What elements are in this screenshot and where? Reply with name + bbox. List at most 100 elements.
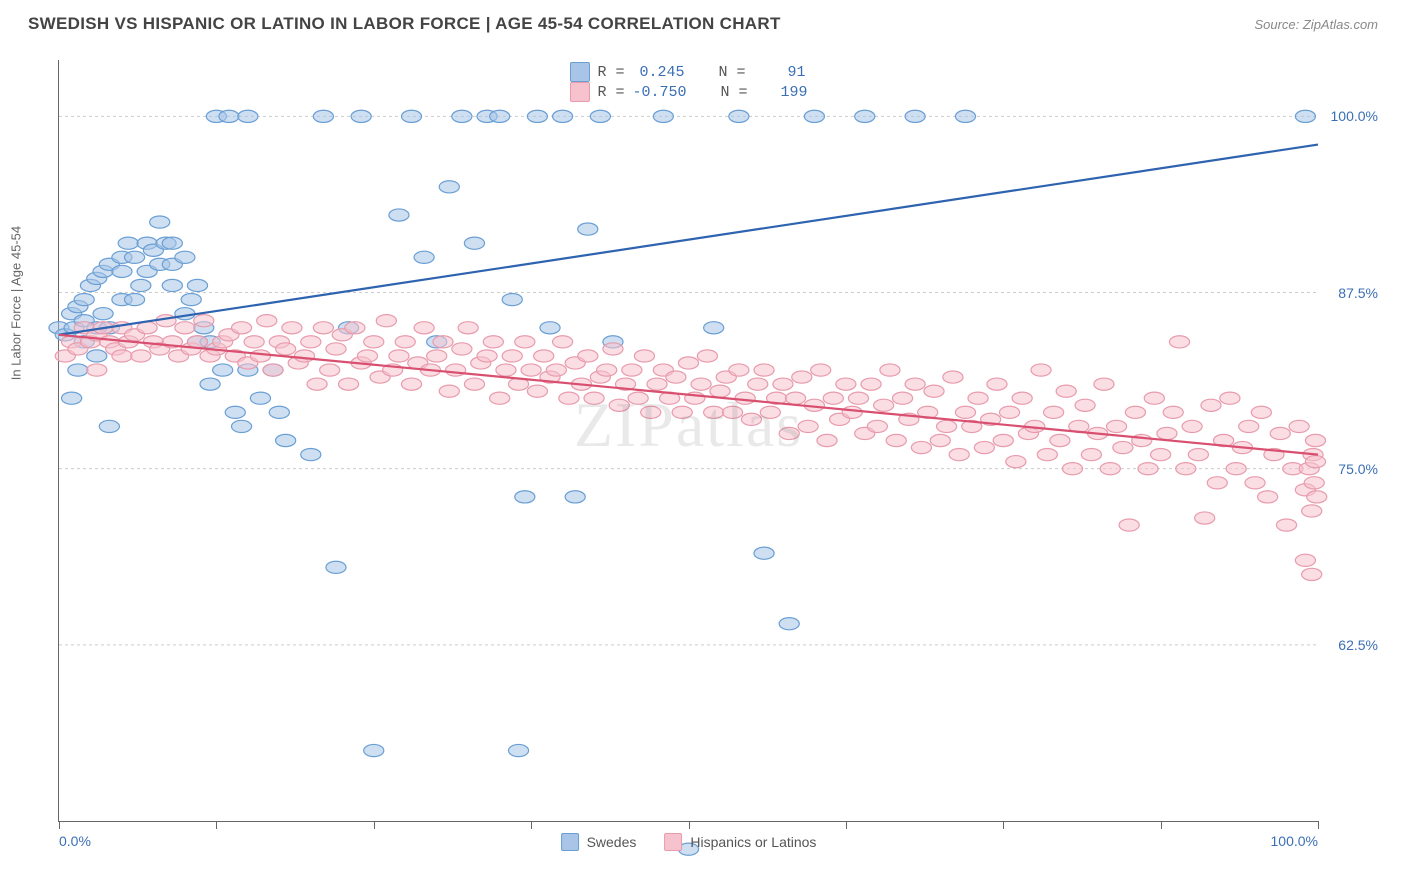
data-point xyxy=(269,406,289,418)
data-point xyxy=(175,322,195,334)
data-point xyxy=(1037,449,1057,461)
ytick-label: 87.5% xyxy=(1338,285,1378,301)
data-point xyxy=(1182,420,1202,432)
data-point xyxy=(1226,463,1246,475)
stat-r-label: R = xyxy=(597,64,624,81)
data-point xyxy=(87,350,107,362)
data-point xyxy=(1251,406,1271,418)
chart-title: SWEDISH VS HISPANIC OR LATINO IN LABOR F… xyxy=(28,14,781,34)
ytick-label: 100.0% xyxy=(1331,108,1378,124)
data-point xyxy=(364,336,384,348)
data-point xyxy=(515,336,535,348)
xtick xyxy=(846,821,847,829)
data-point xyxy=(578,350,598,362)
stat-r-value: -0.750 xyxy=(632,84,686,101)
data-point xyxy=(1195,512,1215,524)
xtick xyxy=(1161,821,1162,829)
data-point xyxy=(326,343,346,355)
data-point xyxy=(653,110,673,122)
data-point xyxy=(785,392,805,404)
data-point xyxy=(389,209,409,221)
data-point xyxy=(1163,406,1183,418)
data-point xyxy=(779,618,799,630)
data-point xyxy=(1044,406,1064,418)
data-point xyxy=(584,392,604,404)
data-point xyxy=(937,420,957,432)
data-point xyxy=(729,110,749,122)
data-point xyxy=(1270,427,1290,439)
legend-label: Swedes xyxy=(587,834,637,850)
legend-item: Swedes xyxy=(561,833,637,851)
data-point xyxy=(231,420,251,432)
data-point xyxy=(534,350,554,362)
data-point xyxy=(641,406,661,418)
data-point xyxy=(867,420,887,432)
data-point xyxy=(1031,364,1051,376)
data-point xyxy=(307,378,327,390)
data-point xyxy=(1106,420,1126,432)
data-point xyxy=(955,406,975,418)
data-point xyxy=(527,385,547,397)
data-point xyxy=(1302,568,1322,580)
data-point xyxy=(1062,463,1082,475)
data-point xyxy=(559,392,579,404)
xtick xyxy=(216,821,217,829)
data-point xyxy=(187,336,207,348)
xtick xyxy=(1003,821,1004,829)
data-point xyxy=(257,315,277,327)
data-point xyxy=(836,378,856,390)
data-point xyxy=(1295,554,1315,566)
data-point xyxy=(597,364,617,376)
data-point xyxy=(313,110,333,122)
legend-item: Hispanics or Latinos xyxy=(664,833,816,851)
data-point xyxy=(760,406,780,418)
data-point xyxy=(1220,392,1240,404)
data-point xyxy=(521,364,541,376)
data-point xyxy=(1169,336,1189,348)
chart-container: In Labor Force | Age 45-54 ZIPatlas R =0… xyxy=(28,48,1378,852)
data-point xyxy=(779,427,799,439)
data-point xyxy=(62,392,82,404)
data-point xyxy=(1151,449,1171,461)
data-point xyxy=(458,322,478,334)
stats-row: R =-0.750 N =199 xyxy=(569,82,807,102)
data-point xyxy=(1144,392,1164,404)
data-point xyxy=(87,364,107,376)
data-point xyxy=(1050,434,1070,446)
data-point xyxy=(452,110,472,122)
data-point xyxy=(124,251,144,263)
data-point xyxy=(955,110,975,122)
data-point xyxy=(1094,378,1114,390)
data-point xyxy=(905,378,925,390)
data-point xyxy=(578,223,598,235)
data-point xyxy=(911,441,931,453)
data-point xyxy=(999,406,1019,418)
data-point xyxy=(697,350,717,362)
data-point xyxy=(987,378,1007,390)
data-point xyxy=(502,293,522,305)
data-point xyxy=(162,237,182,249)
data-point xyxy=(1188,449,1208,461)
trend-line xyxy=(59,145,1318,335)
data-point xyxy=(238,110,258,122)
data-point xyxy=(817,434,837,446)
data-point xyxy=(395,336,415,348)
data-point xyxy=(748,378,768,390)
data-point xyxy=(823,392,843,404)
data-point xyxy=(345,322,365,334)
data-point xyxy=(427,350,447,362)
data-point xyxy=(590,110,610,122)
data-point xyxy=(1304,477,1324,489)
data-point xyxy=(490,110,510,122)
data-point xyxy=(244,336,264,348)
data-point xyxy=(502,350,522,362)
data-point xyxy=(741,413,761,425)
data-point xyxy=(1157,427,1177,439)
data-point xyxy=(993,434,1013,446)
data-point xyxy=(225,406,245,418)
data-point xyxy=(414,322,434,334)
data-point xyxy=(320,364,340,376)
data-point xyxy=(357,350,377,362)
legend-bottom: Swedes Hispanics or Latinos xyxy=(561,833,817,851)
data-point xyxy=(401,110,421,122)
